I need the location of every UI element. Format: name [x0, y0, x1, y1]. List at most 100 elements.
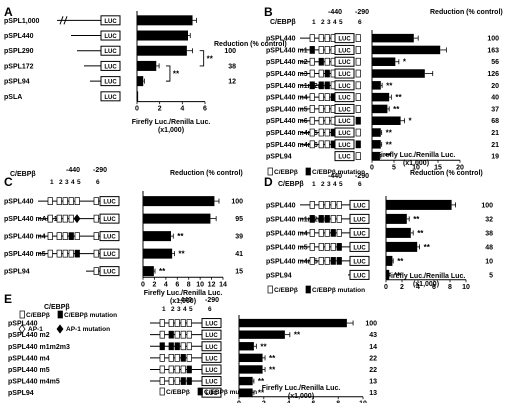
panel-b-reduction-value: 56 — [491, 59, 499, 66]
panel-e-element-number: 4 — [183, 306, 187, 313]
panel-d-cebp-box — [330, 215, 336, 223]
panel-d-luc-box — [349, 255, 370, 266]
panel-b-bar — [372, 128, 381, 137]
panel-d-significance: ** — [413, 215, 420, 224]
panel-b-luc-box — [334, 68, 355, 79]
panel-e-cebp-box — [180, 319, 186, 327]
panel-e-row-label: pSPL440 m2 — [8, 332, 50, 339]
panel-d-element-number: 3 — [327, 181, 331, 188]
panel-d-cebp-box — [330, 201, 336, 209]
panel-e-row-label: pSPL94 — [8, 390, 34, 397]
panel-a-luc-label: LUC — [104, 64, 117, 70]
panel-b-row-label: pSPL440 m1 — [266, 47, 308, 54]
panel-b-cebp-box — [318, 46, 324, 54]
panel-e-x-tick-label: 2 — [262, 401, 266, 403]
panel-c-bar — [143, 213, 211, 224]
panel-d-cebp-box — [309, 229, 315, 237]
panel-b-luc-label: LUC — [338, 96, 351, 102]
panel-d-bar — [386, 213, 407, 224]
panel-c-cebp-box — [47, 214, 53, 223]
panel-d-reduction-value: 32 — [485, 216, 493, 223]
panel-b-significance: ** — [386, 81, 393, 90]
panel-d-cebp-mutation-box — [309, 215, 315, 223]
panel-c-luc-label: LUC — [103, 235, 116, 241]
panel-c-reduction-value: 39 — [235, 234, 243, 241]
panel-d-bar — [386, 199, 452, 210]
panel-e-row-label: pSPL440 m5 — [8, 367, 50, 374]
panel-b-reduction-value: 19 — [491, 154, 499, 161]
panel-e-reduction-value: 14 — [369, 344, 377, 351]
panel-b-row-label: pSPL440 m5 — [266, 106, 308, 113]
panel-c-cebp-box — [93, 214, 99, 223]
panel-a-luc-box — [100, 91, 121, 102]
panel-b-cebp-box — [309, 140, 315, 149]
panel-a-break-mark — [63, 16, 68, 25]
panel-b-row-label: pSPL94 — [266, 154, 292, 161]
panel-b-element-number: 3 — [327, 19, 331, 26]
panel-c-bar — [143, 266, 154, 277]
panel-b-luc-box — [334, 56, 355, 67]
panel-a-bar — [137, 76, 144, 87]
panel-e-luc-label: LUC — [205, 391, 218, 397]
panel-c-cebp-box — [56, 249, 62, 258]
panel-e-cebp-box — [186, 354, 192, 362]
panel-c-row-label: pSPL440 mAP-1 — [4, 216, 58, 223]
panel-e-cebp-mutation-box — [168, 342, 174, 351]
panel-e-cebp-box — [159, 365, 165, 374]
panel-c-luc-box — [99, 196, 120, 207]
panel-d-luc-box — [349, 269, 370, 280]
panel-a-bracket-significance: ** — [207, 54, 214, 63]
panel-e-cebp-box — [186, 330, 192, 339]
panel-d-reduction-title: Reduction (% control) — [410, 170, 483, 177]
panel-e-cebp-box — [174, 365, 180, 374]
panel-b-element-number: 2 — [321, 19, 325, 26]
panel-e-luc-box — [201, 341, 222, 352]
panel-d-row-label: pSPL440 m5 — [266, 244, 308, 251]
panel-a-row-label: pSPL1,000 — [4, 18, 40, 25]
panel-e-cebp-box — [159, 330, 165, 339]
panel-b-cebp-box — [355, 105, 361, 113]
panel-b-cebp-box — [355, 93, 361, 101]
panel-e-cebp-box — [168, 365, 174, 374]
panel-c-cebp-box — [68, 197, 74, 205]
panel-d-row-label: pSPL440 m1m2m3 — [266, 216, 328, 223]
panel-d-luc-label: LUC — [353, 231, 366, 237]
panel-e-luc-box — [201, 364, 222, 375]
panel-e-element-number: 5 — [189, 306, 193, 313]
panel-b-row-label: pSPL440 m4 — [266, 95, 308, 102]
panel-b-reduction-value: 21 — [491, 142, 499, 149]
panel-a-x-tick-label: 2 — [158, 106, 162, 113]
panel-d-significance: ** — [417, 229, 424, 238]
panel-e-significance: ** — [258, 377, 265, 386]
panel-b-cebp-mutation-box — [309, 81, 315, 90]
panel-d-cebp-box — [336, 215, 342, 223]
panel-e-cebp-box — [186, 319, 192, 327]
panel-e-luc-label: LUC — [205, 368, 218, 374]
panel-e-cebp-box — [168, 377, 174, 385]
panel-a-row-label: pSLA — [4, 94, 22, 101]
panel-d-cebp-box — [324, 257, 330, 265]
panel-b-cebp-box — [318, 140, 324, 149]
panel-d-x-label: Firefly Luc./Renilla Luc. — [387, 273, 466, 280]
panel-e-cebp-box — [180, 342, 186, 351]
panel-c-cebp-box — [93, 232, 99, 240]
panel-d-reduction-value: 5 — [489, 272, 493, 279]
panel-b-reduction-title: Reduction (% control) — [430, 9, 503, 16]
panel-c-bar — [143, 248, 173, 259]
panel-c-x-tick-label: 6 — [175, 281, 179, 288]
panel-d-x-tick-label: 8 — [448, 284, 452, 291]
panel-b-cebp-box — [324, 34, 330, 42]
panel-b-x-label: Firefly Luc./Renilla Luc. — [377, 152, 456, 159]
panel-b-cebp-box — [318, 116, 324, 125]
panel-b-cebp-box — [309, 128, 315, 137]
panel-b-row-label: pSPL440 m4m5 — [266, 130, 318, 137]
panel-a-luc-label: LUC — [104, 19, 117, 25]
panel-b-cebp-box — [309, 34, 315, 42]
panel-b-x-tick-label: 15 — [434, 164, 442, 171]
panel-b-cebp-mutation-box — [309, 46, 315, 54]
panel-b-luc-label: LUC — [338, 60, 351, 66]
panel-d-significance: ** — [397, 257, 404, 266]
panel-c-x-label-unit: (x1,000) — [170, 298, 196, 305]
panel-d-row-label: pSPL94 — [266, 272, 292, 279]
panel-d-cebp-box — [309, 243, 315, 251]
